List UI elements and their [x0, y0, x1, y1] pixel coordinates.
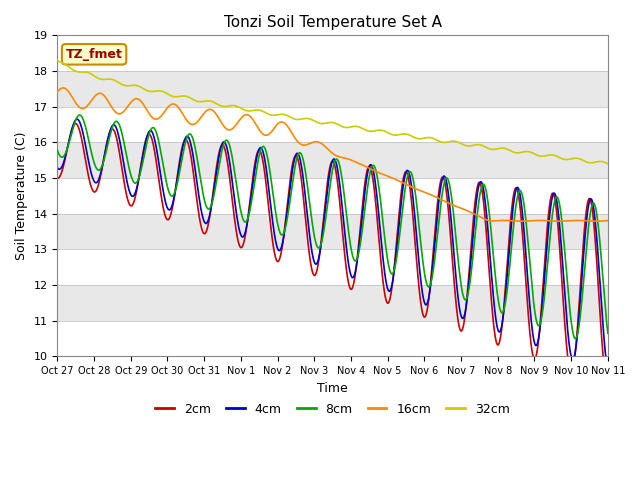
Bar: [58, 178, 608, 214]
Text: TZ_fmet: TZ_fmet: [66, 48, 122, 61]
Title: Tonzi Soil Temperature Set A: Tonzi Soil Temperature Set A: [223, 15, 442, 30]
Bar: [58, 36, 608, 71]
Bar: [58, 249, 608, 285]
Legend: 2cm, 4cm, 8cm, 16cm, 32cm: 2cm, 4cm, 8cm, 16cm, 32cm: [150, 398, 515, 420]
Bar: [58, 107, 608, 143]
X-axis label: Time: Time: [317, 382, 348, 395]
Bar: [58, 321, 608, 356]
Y-axis label: Soil Temperature (C): Soil Temperature (C): [15, 132, 28, 260]
